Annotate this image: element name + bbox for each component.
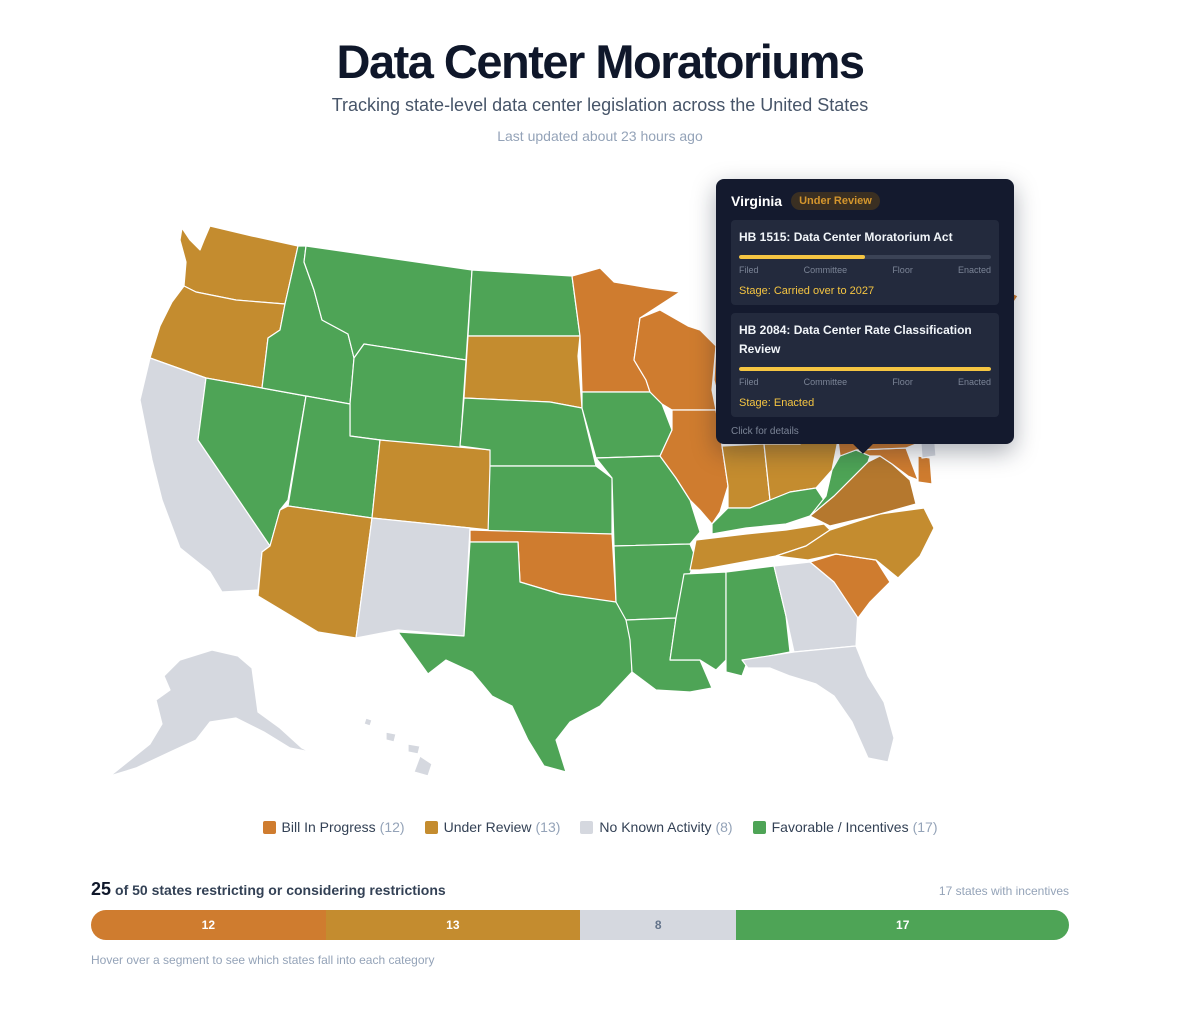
state-MD[interactable] — [855, 447, 919, 481]
state-AZ[interactable] — [257, 505, 373, 639]
status-badge: Under Review — [791, 192, 880, 210]
legend-swatch — [580, 820, 594, 834]
state-IN[interactable] — [721, 443, 771, 509]
state-IA[interactable] — [581, 391, 673, 459]
segment-bill-in-progress[interactable]: 12 — [91, 910, 326, 940]
page-subtitle: Tracking state-level data center legisla… — [331, 95, 869, 115]
bill-title: HB 2084: Data Center Rate Classification… — [739, 323, 972, 356]
stage-label: Floor — [892, 265, 913, 275]
bill-card[interactable]: HB 1515: Data Center Moratorium Act File… — [731, 220, 999, 305]
bill-progress-fill — [739, 367, 991, 371]
legend-label: Under Review — [443, 819, 532, 835]
segment-under-review[interactable]: 13 — [325, 910, 580, 940]
bill-stage-labels: Filed Committee Floor Enacted — [739, 265, 991, 275]
bill-stage-labels: Filed Committee Floor Enacted — [739, 377, 991, 387]
legend-swatch — [424, 820, 438, 834]
page-title: Data Center Moratoriums — [336, 35, 866, 88]
state-DE[interactable] — [917, 455, 933, 485]
legend-count: (8) — [715, 819, 733, 835]
category-stacked-bar: 12 13 8 17 — [91, 910, 1069, 940]
state-CO[interactable] — [371, 439, 493, 531]
last-updated-text: Last updated about 23 hours ago — [497, 128, 703, 144]
state-ND[interactable] — [467, 269, 581, 337]
state-HI[interactable] — [363, 717, 433, 777]
state-KY[interactable] — [711, 487, 825, 535]
state-NM[interactable] — [355, 517, 471, 639]
stage-label: Filed — [739, 265, 759, 275]
bill-title: HB 1515: Data Center Moratorium Act — [739, 230, 953, 244]
state-NC[interactable] — [775, 507, 935, 579]
tooltip-footer-hint: Click for details — [731, 426, 799, 437]
bill-progress-track — [739, 255, 991, 259]
segment-hover-hint: Hover over a segment to see which states… — [91, 953, 435, 967]
legend-count: (13) — [535, 819, 561, 835]
legend-swatch — [752, 820, 766, 834]
state-WY[interactable] — [349, 343, 467, 451]
legend-count: (12) — [379, 819, 405, 835]
map-legend: Bill In Progress (12) Under Review (13) … — [0, 819, 1200, 835]
stage-label: Enacted — [957, 377, 991, 387]
legend-item-bill-in-progress[interactable]: Bill In Progress (12) — [262, 819, 405, 835]
summary-text: of 50 states restricting or considering … — [115, 882, 446, 898]
state-SD[interactable] — [463, 335, 583, 409]
stage-label: Enacted — [957, 265, 991, 275]
stage-label: Filed — [739, 377, 759, 387]
bill-stage-status: Stage: Enacted — [739, 397, 815, 409]
legend-label: Favorable / Incentives — [771, 819, 909, 835]
bill-progress-track — [739, 367, 991, 371]
legend-label: Bill In Progress — [281, 819, 376, 835]
state-tooltip[interactable]: Virginia Under Review HB 1515: Data Cent… — [716, 179, 1014, 444]
segment-favorable-incentives[interactable]: 17 — [736, 910, 1069, 940]
incentives-count-text: 17 states with incentives — [938, 884, 1069, 898]
legend-label: No Known Activity — [599, 819, 712, 835]
legend-count: (17) — [912, 819, 938, 835]
stage-label: Floor — [892, 377, 913, 387]
legend-swatch — [262, 820, 276, 834]
state-FL[interactable] — [741, 645, 895, 763]
bill-stage-status: Stage: Carried over to 2027 — [739, 285, 875, 297]
bill-progress-fill — [739, 255, 865, 259]
legend-item-no-known-activity[interactable]: No Known Activity (8) — [580, 819, 733, 835]
legend-item-under-review[interactable]: Under Review (13) — [424, 819, 561, 835]
segment-no-known-activity[interactable]: 8 — [579, 910, 737, 940]
summary-headline: 25 of 50 states restricting or considerin… — [91, 879, 446, 900]
stage-label: Committee — [803, 377, 848, 387]
state-TX[interactable] — [397, 541, 633, 773]
legend-item-favorable-incentives[interactable]: Favorable / Incentives (17) — [752, 819, 938, 835]
tooltip-state-name: Virginia — [731, 193, 783, 209]
restriction-summary: 25 of 50 states restricting or considerin… — [91, 879, 1069, 967]
state-KS[interactable] — [487, 465, 613, 535]
restricting-count: 25 — [91, 879, 112, 899]
bill-card[interactable]: HB 2084: Data Center Rate Classification… — [731, 313, 999, 417]
state-AK[interactable] — [109, 649, 311, 777]
stage-label: Committee — [803, 265, 848, 275]
